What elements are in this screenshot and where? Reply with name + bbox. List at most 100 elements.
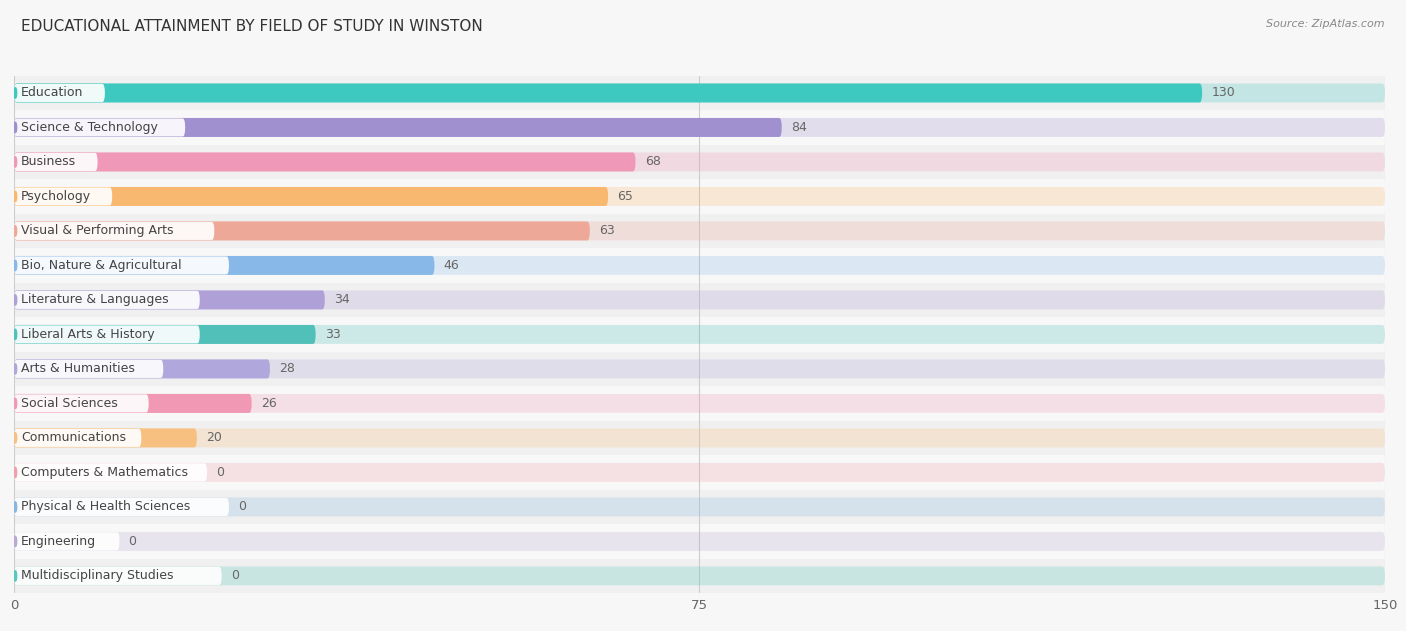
Circle shape [14,191,17,202]
FancyBboxPatch shape [14,256,1385,275]
FancyBboxPatch shape [14,291,200,309]
FancyBboxPatch shape [14,360,270,379]
Text: 130: 130 [1212,86,1234,100]
Text: 0: 0 [231,569,239,582]
FancyBboxPatch shape [14,360,1385,379]
Circle shape [14,398,17,409]
FancyBboxPatch shape [14,455,1385,490]
FancyBboxPatch shape [14,83,1202,102]
FancyBboxPatch shape [14,532,1385,551]
FancyBboxPatch shape [14,490,1385,524]
FancyBboxPatch shape [14,351,1385,386]
Text: 28: 28 [278,362,295,375]
Text: 33: 33 [325,328,340,341]
FancyBboxPatch shape [14,179,1385,214]
Circle shape [14,363,17,374]
Text: Visual & Performing Arts: Visual & Performing Arts [21,225,173,237]
FancyBboxPatch shape [14,187,609,206]
Circle shape [14,502,17,512]
FancyBboxPatch shape [14,429,142,447]
FancyBboxPatch shape [14,187,1385,206]
Circle shape [14,88,17,98]
FancyBboxPatch shape [14,421,1385,455]
Circle shape [14,536,17,546]
FancyBboxPatch shape [14,214,1385,248]
Text: 46: 46 [444,259,460,272]
FancyBboxPatch shape [14,394,252,413]
Circle shape [14,295,17,305]
Text: Computers & Mathematics: Computers & Mathematics [21,466,188,479]
FancyBboxPatch shape [14,290,325,309]
FancyBboxPatch shape [14,222,214,240]
FancyBboxPatch shape [14,187,112,206]
FancyBboxPatch shape [14,428,197,447]
FancyBboxPatch shape [14,317,1385,351]
FancyBboxPatch shape [14,463,1385,482]
Text: 84: 84 [790,121,807,134]
FancyBboxPatch shape [14,498,229,516]
FancyBboxPatch shape [14,360,163,378]
Text: Engineering: Engineering [21,535,96,548]
FancyBboxPatch shape [14,567,1385,586]
FancyBboxPatch shape [14,558,1385,593]
FancyBboxPatch shape [14,394,149,413]
FancyBboxPatch shape [14,83,1385,102]
Text: Literature & Languages: Literature & Languages [21,293,169,307]
Text: Business: Business [21,155,76,168]
FancyBboxPatch shape [14,290,1385,309]
Text: Liberal Arts & History: Liberal Arts & History [21,328,155,341]
FancyBboxPatch shape [14,221,591,240]
Text: Source: ZipAtlas.com: Source: ZipAtlas.com [1267,19,1385,29]
Text: 65: 65 [617,190,633,203]
FancyBboxPatch shape [14,144,1385,179]
FancyBboxPatch shape [14,326,200,343]
FancyBboxPatch shape [14,428,1385,447]
Text: 26: 26 [262,397,277,410]
FancyBboxPatch shape [14,256,229,274]
Text: 20: 20 [207,432,222,444]
Text: Multidisciplinary Studies: Multidisciplinary Studies [21,569,173,582]
FancyBboxPatch shape [14,524,1385,558]
FancyBboxPatch shape [14,256,434,275]
FancyBboxPatch shape [14,567,222,585]
Text: Physical & Health Sciences: Physical & Health Sciences [21,500,190,514]
Text: Social Sciences: Social Sciences [21,397,118,410]
FancyBboxPatch shape [14,153,1385,172]
Circle shape [14,122,17,133]
Circle shape [14,226,17,236]
Text: Arts & Humanities: Arts & Humanities [21,362,135,375]
FancyBboxPatch shape [14,118,1385,137]
Circle shape [14,433,17,443]
Circle shape [14,329,17,339]
Text: Psychology: Psychology [21,190,91,203]
FancyBboxPatch shape [14,325,316,344]
Text: 68: 68 [645,155,661,168]
Text: 0: 0 [128,535,136,548]
FancyBboxPatch shape [14,325,1385,344]
Text: Communications: Communications [21,432,127,444]
Text: EDUCATIONAL ATTAINMENT BY FIELD OF STUDY IN WINSTON: EDUCATIONAL ATTAINMENT BY FIELD OF STUDY… [21,19,482,34]
Text: 63: 63 [599,225,614,237]
FancyBboxPatch shape [14,76,1385,110]
Text: Science & Technology: Science & Technology [21,121,157,134]
FancyBboxPatch shape [14,84,105,102]
FancyBboxPatch shape [14,221,1385,240]
FancyBboxPatch shape [14,118,782,137]
Text: Bio, Nature & Agricultural: Bio, Nature & Agricultural [21,259,181,272]
Circle shape [14,260,17,271]
Text: 34: 34 [335,293,350,307]
FancyBboxPatch shape [14,394,1385,413]
FancyBboxPatch shape [14,533,120,550]
FancyBboxPatch shape [14,153,97,171]
FancyBboxPatch shape [14,386,1385,421]
FancyBboxPatch shape [14,153,636,172]
Circle shape [14,467,17,478]
FancyBboxPatch shape [14,110,1385,144]
FancyBboxPatch shape [14,463,207,481]
Text: 0: 0 [238,500,246,514]
Circle shape [14,570,17,581]
FancyBboxPatch shape [14,283,1385,317]
Text: 0: 0 [217,466,224,479]
FancyBboxPatch shape [14,497,1385,516]
FancyBboxPatch shape [14,248,1385,283]
